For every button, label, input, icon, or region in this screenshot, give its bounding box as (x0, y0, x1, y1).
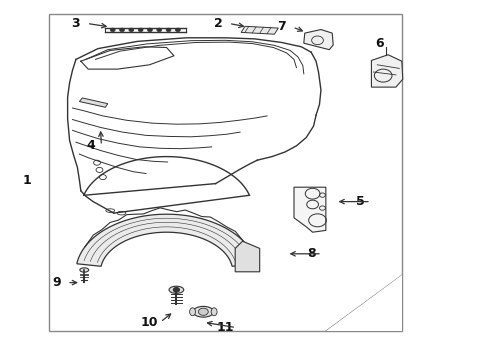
Circle shape (138, 28, 143, 32)
Circle shape (198, 308, 208, 315)
Text: 10: 10 (141, 316, 158, 329)
Circle shape (173, 288, 179, 292)
Text: 2: 2 (214, 17, 222, 30)
Text: 8: 8 (307, 247, 316, 260)
Text: 9: 9 (52, 276, 61, 289)
Bar (49, 14, 402, 331)
Text: 4: 4 (86, 139, 95, 152)
Ellipse shape (169, 286, 184, 293)
Text: 1: 1 (23, 174, 31, 186)
Text: 7: 7 (277, 21, 286, 33)
Polygon shape (294, 187, 326, 232)
Circle shape (120, 28, 124, 32)
Ellipse shape (80, 268, 89, 272)
Polygon shape (326, 275, 402, 331)
Text: 5: 5 (356, 195, 365, 208)
Polygon shape (77, 214, 256, 266)
Polygon shape (371, 55, 403, 87)
Text: 11: 11 (217, 321, 234, 334)
Polygon shape (241, 26, 278, 34)
Circle shape (110, 28, 115, 32)
Ellipse shape (193, 306, 214, 317)
Circle shape (175, 28, 180, 32)
Polygon shape (235, 241, 260, 272)
Circle shape (129, 28, 134, 32)
Circle shape (157, 28, 162, 32)
Polygon shape (304, 30, 333, 50)
Ellipse shape (211, 308, 217, 316)
Circle shape (147, 28, 152, 32)
Text: 3: 3 (72, 17, 80, 30)
Ellipse shape (190, 308, 196, 316)
Text: 6: 6 (375, 37, 384, 50)
Polygon shape (79, 98, 108, 107)
Circle shape (166, 28, 171, 32)
